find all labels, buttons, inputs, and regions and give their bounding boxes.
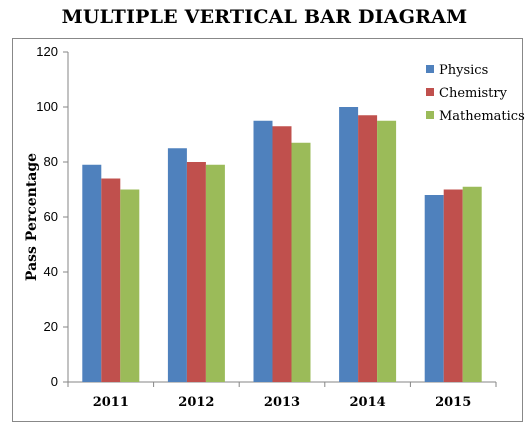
y-tick-label: 100 [36,99,58,114]
legend-label: Mathematics [439,109,525,124]
bar-mathematics-2014 [377,120,397,382]
bars [82,107,482,382]
y-tick-label: 60 [44,209,58,224]
legend: Physics Chemistry Mathematics [426,63,525,124]
bar-physics-2014 [339,107,359,382]
y-tick-label: 120 [36,44,58,59]
bar-mathematics-2015 [462,186,482,382]
bar-mathematics-2013 [291,142,311,382]
x-tick-label: 2013 [264,395,300,410]
chart-title: MULTIPLE VERTICAL BAR DIAGRAM [61,6,468,28]
bar-physics-2012 [167,148,187,382]
y-axis: 0 20 40 60 80 100 120 [36,44,69,389]
bar-mathematics-2012 [205,164,225,382]
y-tick-label: 20 [44,319,58,334]
y-axis-title: Pass Percentage [24,153,40,281]
bar-chemistry-2014 [358,115,378,382]
x-tick-label: 2012 [178,395,214,410]
y-tick-label: 0 [51,374,58,389]
bar-physics-2015 [424,195,444,382]
y-tick-label: 40 [44,264,58,279]
x-tick-label: 2011 [93,395,129,410]
bar-chemistry-2011 [101,178,121,382]
x-tick-label: 2014 [350,395,386,410]
bar-physics-2011 [82,164,102,382]
legend-label: Chemistry [439,86,508,101]
bar-chemistry-2012 [186,162,206,382]
bar-chemistry-2015 [443,189,463,382]
legend-label: Physics [439,63,488,78]
bar-chemistry-2013 [272,126,292,382]
bar-physics-2013 [253,120,273,382]
x-axis: 2011 2012 2013 2014 2015 [67,381,497,410]
bar-mathematics-2011 [120,189,140,382]
legend-swatch [426,65,434,73]
x-tick-label: 2015 [435,395,471,410]
legend-swatch [426,111,434,119]
y-tick-label: 80 [44,154,58,169]
chart-frame [12,38,523,422]
legend-swatch [426,88,434,96]
